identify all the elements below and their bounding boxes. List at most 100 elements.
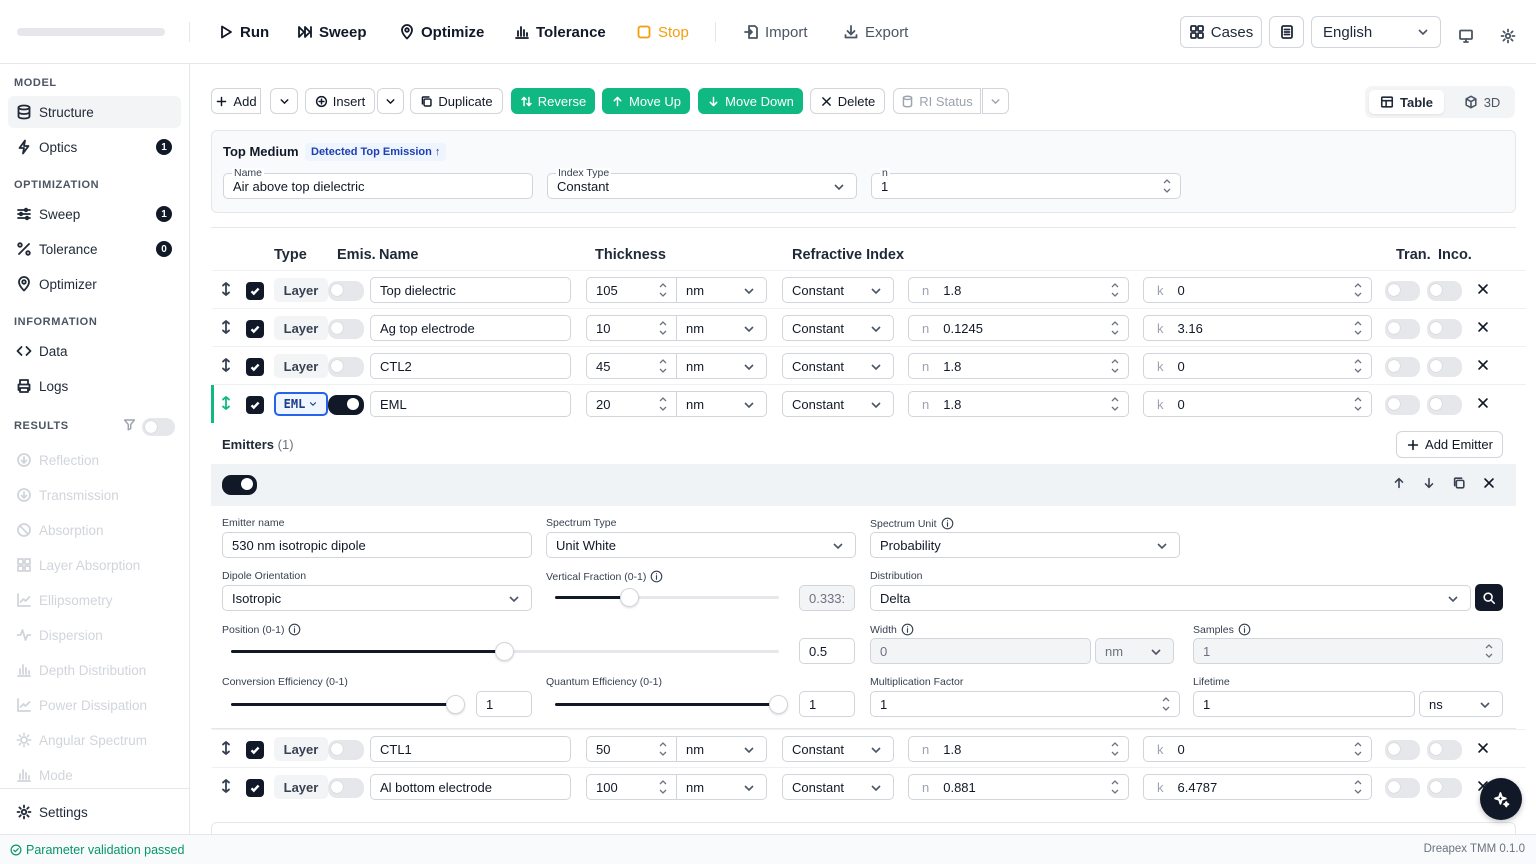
- stepper-icon[interactable]: [1110, 740, 1120, 758]
- thickness-unit-select[interactable]: nm: [676, 315, 767, 341]
- slider-knob[interactable]: [446, 695, 465, 714]
- ri-n-input[interactable]: n 1.8: [908, 277, 1129, 303]
- add-dropdown-button[interactable]: [270, 88, 298, 114]
- ri-n-input[interactable]: n 0.881: [908, 774, 1129, 800]
- vertical-fraction-slider[interactable]: [555, 588, 779, 607]
- sidebar-item-dispersion[interactable]: Dispersion: [8, 619, 181, 651]
- import-button[interactable]: Import: [743, 20, 808, 44]
- thickness-input[interactable]: 100: [586, 774, 677, 800]
- remove-layer-icon[interactable]: [1476, 282, 1490, 296]
- sidebar-item-logs[interactable]: Logs: [8, 370, 181, 402]
- stepper-icon[interactable]: [658, 357, 668, 375]
- thickness-input[interactable]: 50: [586, 736, 677, 762]
- info-icon[interactable]: [650, 570, 663, 583]
- layer-type-tag[interactable]: Layer: [274, 737, 328, 761]
- optimize-button[interactable]: Optimize: [399, 20, 484, 44]
- stepper-icon[interactable]: [658, 740, 668, 758]
- stepper-icon[interactable]: [1110, 281, 1120, 299]
- emission-toggle[interactable]: [328, 357, 364, 377]
- sidebar-item-ellipsometry[interactable]: Ellipsometry: [8, 584, 181, 616]
- ri-n-input[interactable]: n 1.8: [908, 353, 1129, 379]
- layer-type-select[interactable]: EML: [274, 392, 328, 416]
- ri-status-dropdown-button[interactable]: [982, 88, 1009, 114]
- layer-enabled-checkbox[interactable]: [246, 320, 264, 338]
- move-up-button[interactable]: Move Up: [602, 88, 690, 114]
- stepper-icon[interactable]: [1484, 642, 1494, 660]
- drag-handle-icon[interactable]: [218, 778, 234, 794]
- settings-gear-button[interactable]: [1500, 24, 1516, 48]
- layer-type-tag[interactable]: Layer: [274, 316, 328, 340]
- stepper-icon[interactable]: [1353, 281, 1363, 299]
- sidebar-item-absorption[interactable]: Absorption: [8, 514, 181, 546]
- quantum-efficiency-slider[interactable]: [555, 695, 788, 714]
- drag-handle-icon[interactable]: [218, 319, 234, 335]
- samples-input[interactable]: 1: [1193, 638, 1503, 664]
- reverse-button[interactable]: Reverse: [511, 88, 595, 114]
- width-unit-select[interactable]: nm: [1095, 638, 1174, 664]
- thickness-unit-select[interactable]: nm: [676, 353, 767, 379]
- slider-knob[interactable]: [619, 588, 639, 607]
- insert-dropdown-button[interactable]: [377, 88, 404, 114]
- thickness-unit-select[interactable]: nm: [676, 774, 767, 800]
- remove-layer-icon[interactable]: [1476, 320, 1490, 334]
- layer-name-input[interactable]: CTL1: [370, 736, 571, 762]
- tolerance-button[interactable]: Tolerance: [514, 20, 606, 44]
- run-button[interactable]: Run: [218, 20, 269, 44]
- incoherent-toggle[interactable]: [1427, 357, 1462, 377]
- layer-enabled-checkbox[interactable]: [246, 779, 264, 797]
- ri-type-select[interactable]: Constant: [782, 277, 894, 303]
- multiplication-factor-input[interactable]: 1: [870, 691, 1180, 717]
- layer-name-input[interactable]: Ag top electrode: [370, 315, 571, 341]
- layer-enabled-checkbox[interactable]: [246, 282, 264, 300]
- sidebar-item-layer-absorption[interactable]: Layer Absorption: [8, 549, 181, 581]
- info-icon[interactable]: [1238, 623, 1251, 636]
- language-select[interactable]: English: [1311, 16, 1441, 48]
- dipole-orientation-select[interactable]: Isotropic: [222, 585, 532, 611]
- add-button[interactable]: Add: [211, 88, 261, 114]
- ri-type-select[interactable]: Constant: [782, 391, 894, 417]
- slider-knob[interactable]: [495, 642, 514, 661]
- distribution-select[interactable]: Delta: [870, 585, 1471, 611]
- stepper-icon[interactable]: [1353, 778, 1363, 796]
- stepper-icon[interactable]: [1353, 740, 1363, 758]
- ri-type-select[interactable]: Constant: [782, 736, 894, 762]
- sidebar-item-transmission[interactable]: Transmission: [8, 479, 181, 511]
- sidebar-item-optimizer[interactable]: Optimizer: [8, 268, 181, 300]
- insert-button[interactable]: Insert: [305, 88, 375, 114]
- sidebar-item-settings[interactable]: Settings: [8, 796, 181, 828]
- incoherent-toggle[interactable]: [1427, 740, 1462, 760]
- arrow-up-icon[interactable]: [1392, 476, 1406, 490]
- stepper-icon[interactable]: [1353, 319, 1363, 337]
- sidebar-item-depth-distribution[interactable]: Depth Distribution: [8, 654, 181, 686]
- monitor-button[interactable]: [1458, 24, 1474, 48]
- slider-knob[interactable]: [769, 695, 788, 714]
- conversion-efficiency-slider[interactable]: [231, 695, 465, 714]
- conversion-efficiency-input[interactable]: 1: [476, 691, 532, 717]
- sidebar-item-data[interactable]: Data: [8, 335, 181, 367]
- layer-enabled-checkbox[interactable]: [246, 741, 264, 759]
- sweep-button[interactable]: Sweep: [297, 20, 367, 44]
- stepper-icon[interactable]: [658, 281, 668, 299]
- top-medium-n-input[interactable]: 1: [871, 173, 1181, 199]
- drag-handle-icon[interactable]: [218, 357, 234, 373]
- emission-toggle[interactable]: [328, 281, 364, 301]
- spectrum-type-select[interactable]: Unit White: [546, 532, 856, 558]
- assistant-button[interactable]: [1480, 778, 1522, 820]
- add-emitter-button[interactable]: Add Emitter: [1396, 431, 1503, 458]
- ri-n-input[interactable]: n 0.1245: [908, 315, 1129, 341]
- info-icon[interactable]: [288, 623, 301, 636]
- emitter-name-input[interactable]: 530 nm isotropic dipole: [222, 532, 532, 558]
- incoherent-toggle[interactable]: [1427, 778, 1462, 798]
- remove-layer-icon[interactable]: [1476, 358, 1490, 372]
- thickness-input[interactable]: 105: [586, 277, 677, 303]
- emission-toggle[interactable]: [328, 740, 364, 760]
- distribution-search-button[interactable]: [1475, 584, 1503, 611]
- ri-type-select[interactable]: Constant: [782, 353, 894, 379]
- sidebar-item-mode[interactable]: Mode: [8, 759, 181, 791]
- ri-n-input[interactable]: n 1.8: [908, 391, 1129, 417]
- stepper-icon[interactable]: [658, 778, 668, 796]
- notes-button[interactable]: [1269, 16, 1304, 48]
- ri-type-select[interactable]: Constant: [782, 315, 894, 341]
- sidebar-item-power-dissipation[interactable]: Power Dissipation: [8, 689, 181, 721]
